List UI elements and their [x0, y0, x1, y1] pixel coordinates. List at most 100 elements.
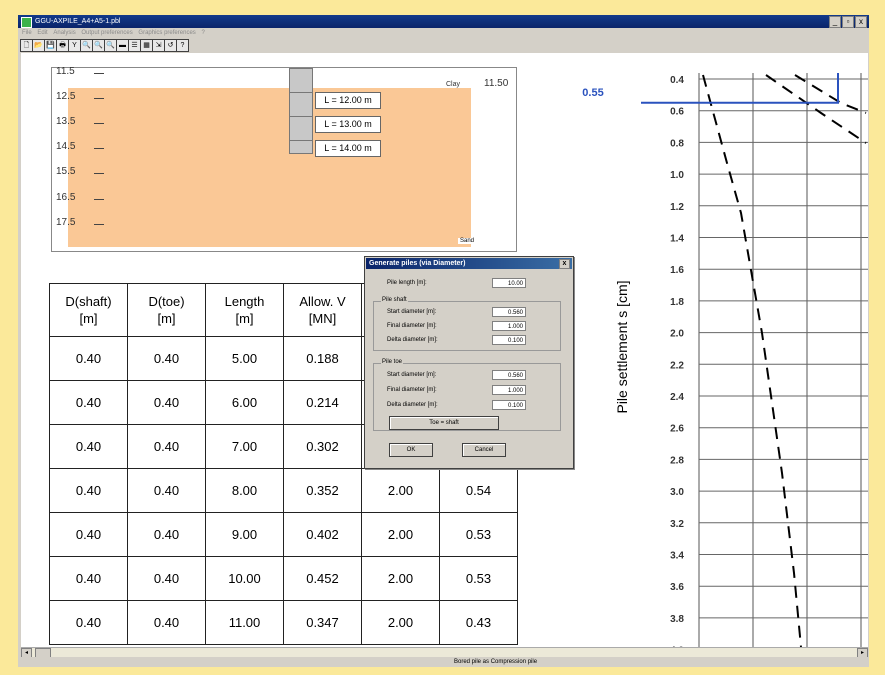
soil-section-panel: 11.5 12.5 13.5 14.5 15.5 16.5 17.5 L = 1… [51, 66, 517, 252]
pile-segment [289, 92, 313, 117]
ok-button[interactable]: OK [389, 443, 433, 457]
table-cell: 0.40 [127, 336, 206, 381]
table-row: 0.40 0.40 11.00 0.347 2.00 0.43 [49, 600, 518, 645]
depth-label: 14.5 [56, 141, 76, 152]
toe-final-diameter-field[interactable]: 1.000 [492, 385, 526, 395]
chart-y-tick-label: 1.8 [670, 297, 684, 308]
table-cell: 0.40 [49, 556, 128, 601]
layer-clay-label: Clay [446, 81, 461, 88]
pile-segment [289, 116, 313, 141]
chart-y-axis-label: Pile settlement s [cm] [614, 280, 630, 413]
menu-analysis[interactable]: Analysis [53, 30, 76, 36]
menu-help[interactable]: ? [201, 30, 205, 36]
maximize-button[interactable]: ▫ [842, 16, 854, 28]
table-cell: 0.53 [439, 512, 518, 557]
table-cell: 0.452 [283, 556, 362, 601]
column-header: Allow. V [MN] [283, 283, 362, 337]
status-bar: Bored pile as Compression pile [18, 657, 869, 667]
table-cell: 8.00 [205, 468, 284, 513]
depth-label: 13.5 [56, 116, 76, 127]
chart-y-tick-label: 1.6 [670, 265, 684, 276]
menu-edit[interactable]: Edit [37, 30, 48, 36]
toe-equals-shaft-button[interactable]: Toe = shaft [389, 416, 499, 430]
pile-shaft-group-title: Pile shaft [381, 297, 408, 303]
shaft-start-diameter-field[interactable]: 0.560 [492, 307, 526, 317]
header-unit: [m] [79, 311, 98, 326]
minimize-button[interactable]: _ [829, 16, 841, 28]
horizontal-scrollbar[interactable]: ◂ ▸ [21, 647, 868, 659]
table-cell: 7.00 [205, 424, 284, 469]
table-cell: 0.402 [283, 512, 362, 557]
toe-delta-label: Delta diameter [m]: [387, 402, 438, 408]
depth-label: 11.5 [56, 66, 75, 77]
chart-y-tick-label: 3.8 [670, 614, 684, 625]
chart-y-tick-label: 0.4 [670, 75, 684, 86]
chart-y-tick-label: 2.4 [670, 392, 684, 403]
chart-y-tick-label: 2.0 [670, 329, 684, 340]
cancel-button[interactable]: Cancel [462, 443, 506, 457]
title-bar: GGU-AXPILE_A4+A5-1.pbl _ ▫ x [18, 15, 869, 28]
layer-sand-label: Sand [458, 238, 477, 244]
generate-piles-dialog: Generate piles (via Diameter) x Pile len… [364, 256, 574, 469]
header-unit: [MN] [308, 311, 337, 326]
pile-length-field[interactable]: 10.00 [492, 278, 526, 288]
table-cell: 9.00 [205, 512, 284, 557]
column-header: D(shaft) [m] [49, 283, 128, 337]
table-row: 0.40 0.40 10.00 0.452 2.00 0.53 [49, 556, 518, 601]
table-cell: 0.352 [283, 468, 362, 513]
app-icon [21, 17, 32, 28]
status-text: Bored pile as Compression pile [454, 659, 538, 665]
header-name: D(shaft) [65, 294, 112, 309]
table-cell: 0.40 [49, 468, 128, 513]
table-cell: 0.54 [439, 468, 518, 513]
chart-y-tick-label: 3.0 [670, 487, 684, 498]
toe-start-diameter-field[interactable]: 0.560 [492, 370, 526, 380]
toe-final-label: Final diameter [m]: [387, 387, 437, 393]
menu-output-preferences[interactable]: Output preferences [81, 30, 133, 36]
shaft-delta-diameter-field[interactable]: 0.100 [492, 335, 526, 345]
chart-y-tick-label: 2.2 [670, 360, 684, 371]
zoom-in-icon[interactable]: 🔍 [92, 39, 105, 52]
table-cell: 0.40 [127, 600, 206, 645]
chart-y-tick-label: 3.2 [670, 519, 684, 530]
depth-label: 17.5 [56, 217, 76, 228]
help-icon[interactable]: ? [176, 39, 189, 52]
shaft-delta-label: Delta diameter [m]: [387, 337, 438, 343]
table-cell: 10.00 [205, 556, 284, 601]
settlement-curve [702, 74, 802, 647]
depth-tick [94, 224, 104, 225]
chart-y-tick-label: 3.6 [670, 582, 684, 593]
menu-graphics-preferences[interactable]: Graphics preferences [138, 30, 196, 36]
table-cell: 11.00 [205, 600, 284, 645]
depth-tick [94, 148, 104, 149]
pile-length-label: L = 14.00 m [315, 140, 381, 157]
toe-start-label: Start diameter [m]: [387, 372, 437, 378]
table-row: 0.40 0.40 9.00 0.402 2.00 0.53 [49, 512, 518, 557]
chart-y-tick-label: 2.6 [670, 424, 684, 435]
print-icon[interactable]: 🖶 [56, 39, 69, 52]
shaft-final-diameter-field[interactable]: 1.000 [492, 321, 526, 331]
header-name: Length [224, 294, 265, 309]
depth-tick [94, 73, 104, 74]
shaft-final-label: Final diameter [m]: [387, 323, 437, 329]
settlement-curve-secondary [765, 74, 867, 144]
close-button[interactable]: x [855, 16, 867, 28]
dialog-title-bar: Generate piles (via Diameter) x [366, 258, 572, 269]
table-cell: 2.00 [361, 600, 440, 645]
menu-file[interactable]: File [22, 30, 32, 36]
layer-clay-depth: 11.50 [484, 78, 509, 89]
table-cell: 0.40 [127, 556, 206, 601]
chart-y-tick-label: 1.0 [670, 170, 684, 181]
vertical-scrollbar[interactable] [868, 53, 869, 647]
chart-y-tick-label: 0.6 [670, 107, 684, 118]
chart-y-tick-label: 2.8 [670, 455, 684, 466]
settlement-curve-tertiary [794, 74, 867, 114]
pile-length-label: Pile length [m]: [387, 280, 427, 286]
depth-tick [94, 98, 104, 99]
chart-y-tick-label: 1.2 [670, 202, 684, 213]
pile-toe-group-title: Pile toe [381, 359, 404, 365]
shaft-start-label: Start diameter [m]: [387, 309, 437, 315]
toe-delta-diameter-field[interactable]: 0.100 [492, 400, 526, 410]
dialog-close-button[interactable]: x [559, 259, 570, 269]
header-unit: [m] [235, 311, 254, 326]
